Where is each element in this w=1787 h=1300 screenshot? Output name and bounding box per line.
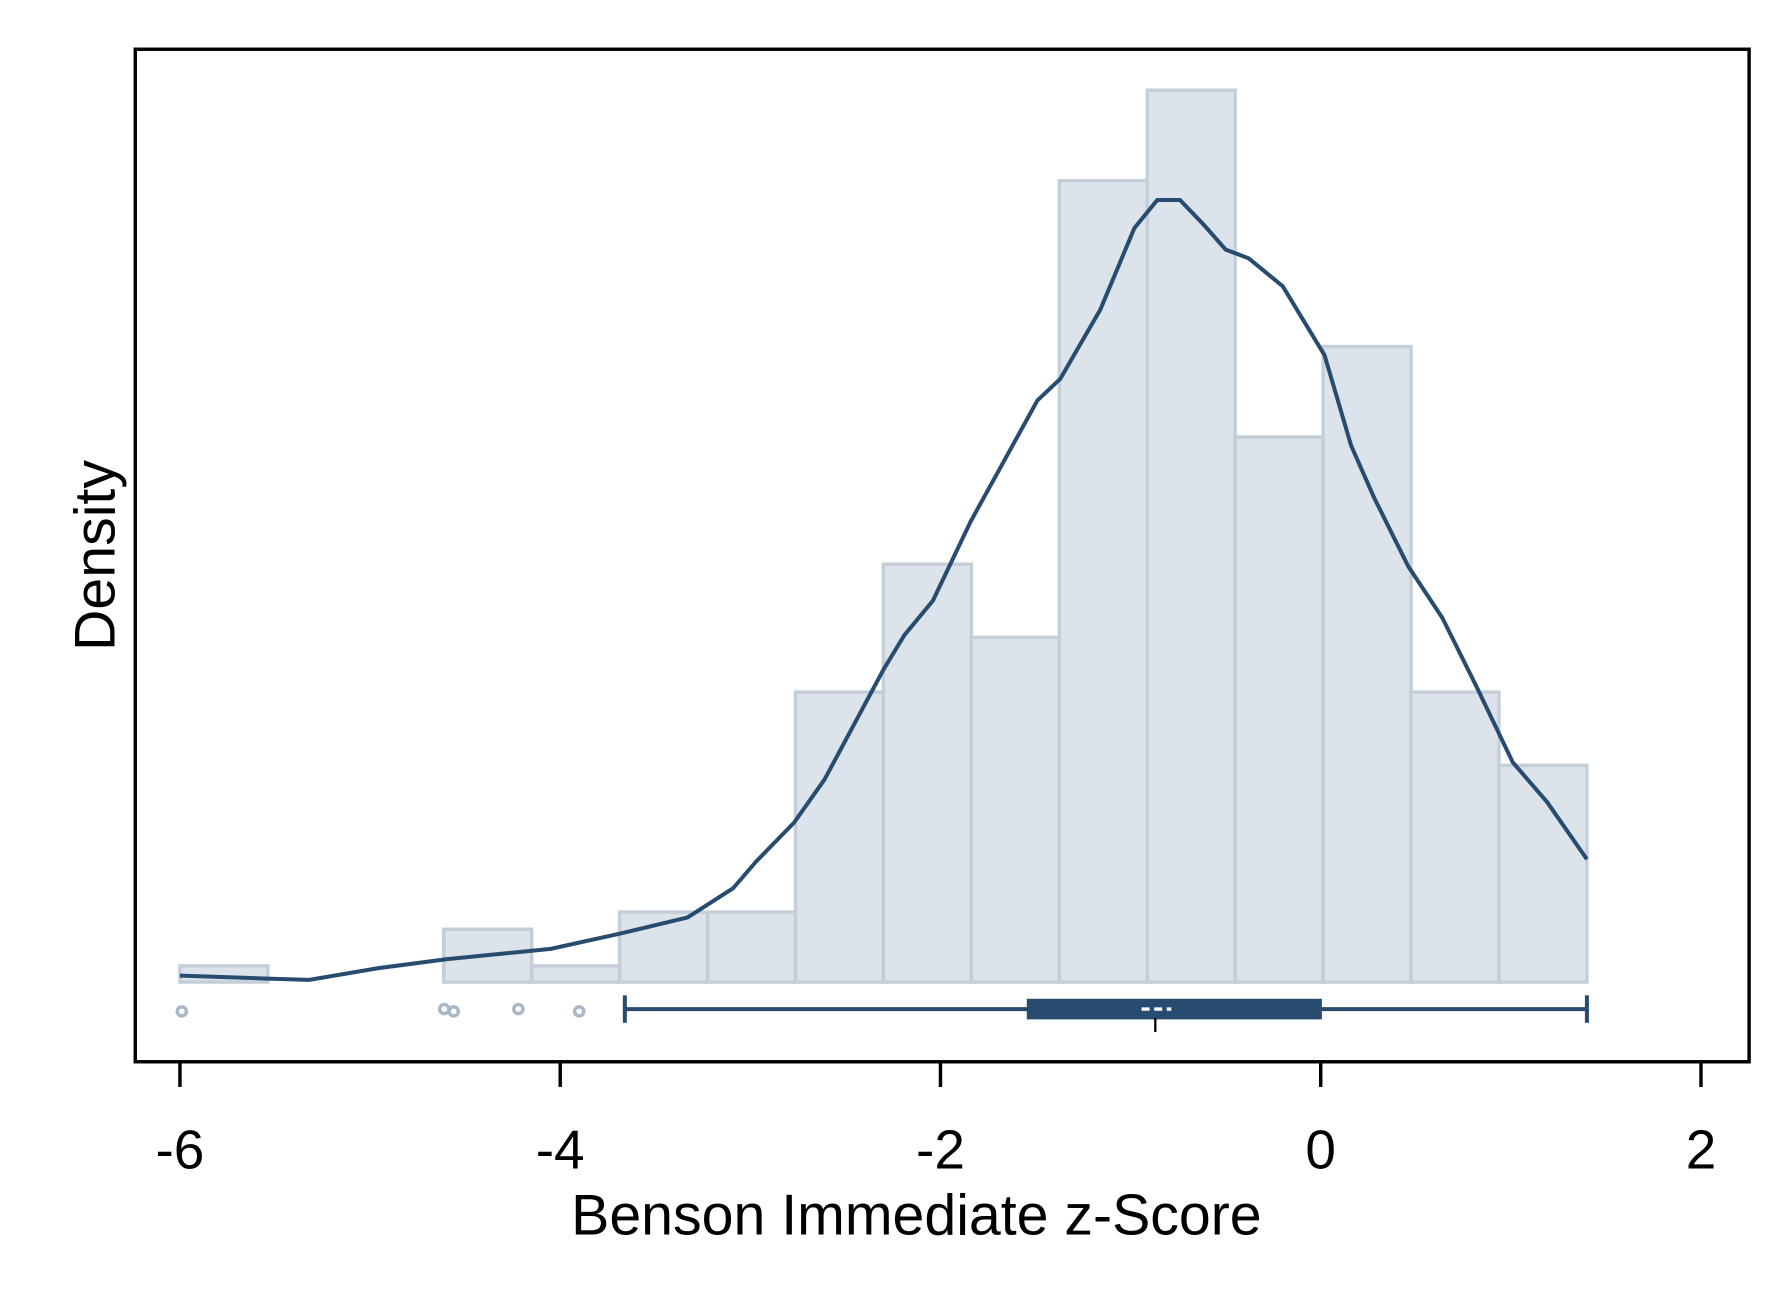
x-tick-label: -2 <box>916 1118 965 1180</box>
bar <box>1145 88 1237 984</box>
x-tick-label: 2 <box>1686 1118 1717 1180</box>
bar <box>1497 763 1589 984</box>
bar <box>442 927 534 984</box>
bar <box>1321 344 1413 984</box>
y-axis-label: Density <box>64 460 128 651</box>
outlier <box>512 1002 525 1016</box>
outlier <box>175 1005 189 1018</box>
bar <box>969 635 1062 984</box>
bar <box>705 910 798 984</box>
x-axis-label: Benson Immediate z-Score <box>571 1184 1262 1248</box>
bar <box>793 690 886 984</box>
x-tick-label: -4 <box>536 1118 585 1180</box>
bar <box>881 562 974 984</box>
outlier <box>447 1005 461 1018</box>
bar <box>529 964 622 984</box>
outlier <box>572 1005 586 1018</box>
box <box>1026 998 1322 1020</box>
bar <box>1409 690 1501 984</box>
density-curve <box>179 198 1589 982</box>
x-tick-label: 0 <box>1305 1118 1336 1180</box>
x-tick-label: -6 <box>155 1118 204 1180</box>
bar <box>1233 435 1325 984</box>
